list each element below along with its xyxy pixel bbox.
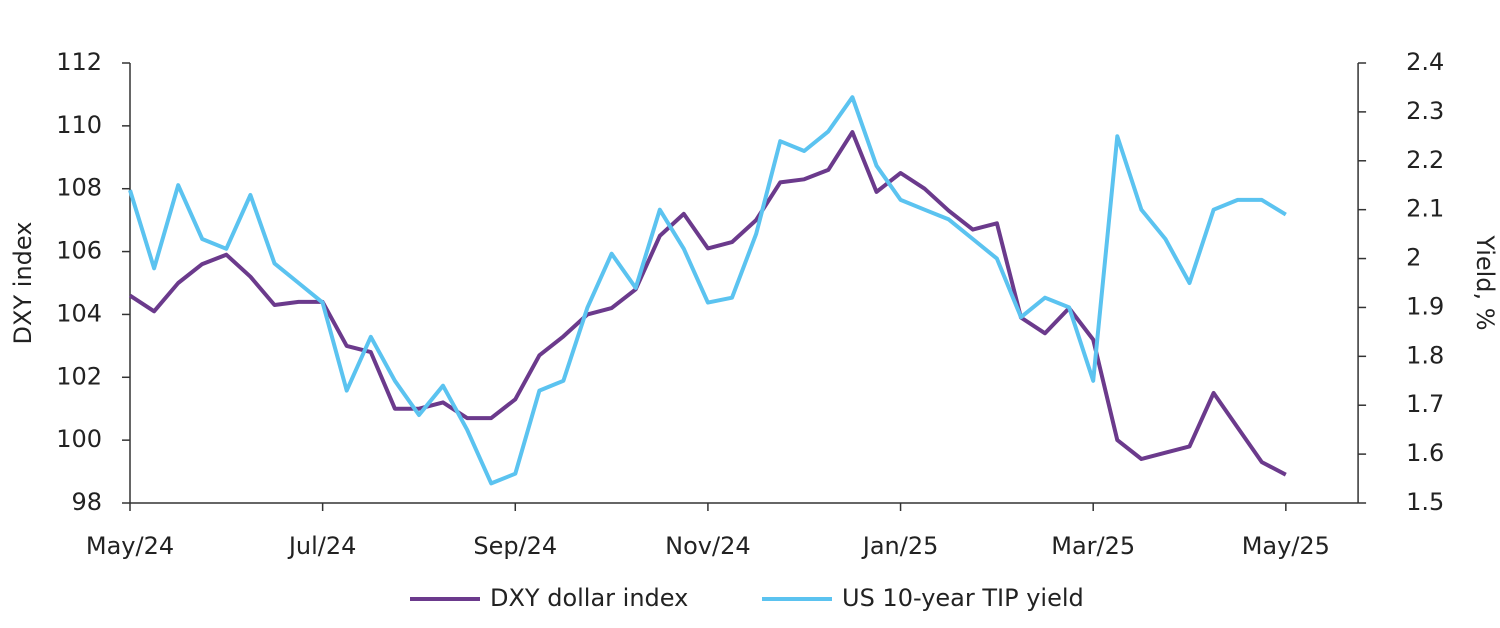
x-tick-label: May/24: [86, 532, 174, 560]
y2-tick-label: 2: [1406, 244, 1421, 272]
y2-tick-label: 2.2: [1406, 146, 1444, 174]
y-axis-label: DXY index: [9, 222, 37, 345]
y-tick-label: 102: [56, 362, 102, 390]
y2-tick-label: 2.1: [1406, 195, 1444, 223]
y-tick-label: 106: [56, 237, 102, 265]
y-tick-label: 108: [56, 174, 102, 202]
y2-tick-label: 1.7: [1406, 390, 1444, 418]
x-tick-label: Mar/25: [1051, 532, 1135, 560]
y2-tick-label: 1.5: [1406, 488, 1444, 516]
x-tick-label: Jul/24: [287, 532, 357, 560]
x-tick-label: Nov/24: [665, 532, 750, 560]
legend-label: US 10-year TIP yield: [842, 584, 1084, 612]
y2-tick-label: 1.8: [1406, 341, 1444, 369]
x-tick-label: Jan/25: [861, 532, 939, 560]
legend-label: DXY dollar index: [490, 584, 688, 612]
y-tick-label: 112: [56, 48, 102, 76]
x-tick-label: Sep/24: [473, 532, 557, 560]
y-tick-label: 100: [56, 425, 102, 453]
y2-tick-label: 1.6: [1406, 439, 1444, 467]
y2-tick-label: 2.3: [1406, 97, 1444, 125]
y2-axis-label: Yield, %: [1471, 234, 1499, 330]
y-tick-label: 104: [56, 299, 102, 327]
y2-tick-label: 1.9: [1406, 292, 1444, 320]
x-tick-label: May/25: [1242, 532, 1330, 560]
y-tick-label: 110: [56, 111, 102, 139]
y2-tick-label: 2.4: [1406, 48, 1444, 76]
y-tick-label: 98: [71, 488, 102, 516]
series-line: [128, 95, 1287, 486]
